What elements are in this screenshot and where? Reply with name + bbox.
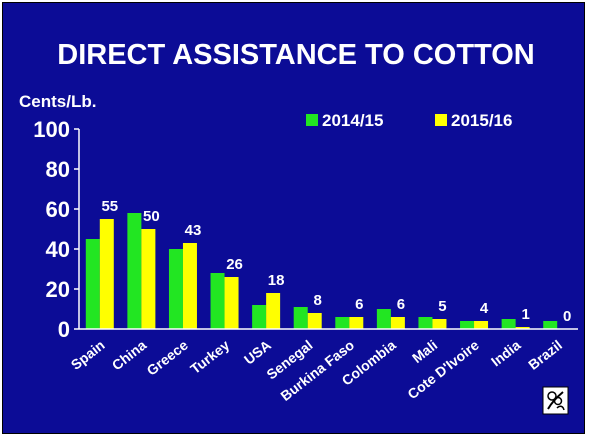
y-tick-label: 80 <box>46 157 70 182</box>
bars <box>85 213 558 329</box>
bar-2014-15-cote-d-ivoire <box>460 321 475 329</box>
x-tick-label: USA <box>241 337 274 368</box>
bar-2015-16-turkey <box>224 277 239 329</box>
data-label: 0 <box>563 308 571 325</box>
x-tick-label: Mali <box>409 337 440 366</box>
bar-2014-15-turkey <box>210 273 225 329</box>
data-label: 26 <box>226 256 243 273</box>
data-label: 8 <box>314 292 322 309</box>
x-tick-label: Cote D'Ivoire <box>404 337 482 403</box>
y-axis-label: Cents/Lb. <box>19 92 96 111</box>
x-tick-label: Spain <box>68 337 108 373</box>
bar-2015-16-spain <box>99 219 114 329</box>
data-label: 55 <box>101 198 118 215</box>
bar-2015-16-china <box>141 229 156 329</box>
data-label: 6 <box>397 296 405 313</box>
bar-2015-16-colombia <box>390 317 405 329</box>
bar-2015-16-senegal <box>307 313 322 329</box>
x-tick-label: India <box>488 337 524 370</box>
x-tick-label: Greece <box>144 337 191 379</box>
x-tick-label: China <box>109 337 150 374</box>
legend-swatch <box>435 114 447 126</box>
bar-2014-15-mali <box>418 317 433 329</box>
y-axis-ticks: 0 20 40 60 80 100 <box>33 117 79 342</box>
chart-title: DIRECT ASSISTANCE TO COTTON <box>57 39 534 71</box>
data-labels: 55 50 43 26 18 8 6 6 5 4 1 0 <box>101 198 571 325</box>
y-tick-label: 100 <box>33 117 70 142</box>
bar-2014-15-senegal <box>293 307 308 329</box>
bar-2015-16-india <box>515 327 530 329</box>
data-label: 4 <box>480 300 489 317</box>
bar-2015-16-greece <box>182 243 197 329</box>
bar-2014-15-spain <box>85 239 100 329</box>
data-label: 43 <box>185 222 202 239</box>
bar-2015-16-burkina-faso <box>349 317 364 329</box>
data-label: 50 <box>143 208 160 225</box>
legend-swatch <box>306 114 318 126</box>
bar-2015-16-usa <box>266 293 281 329</box>
y-tick-label: 40 <box>46 237 70 262</box>
x-tick-label: Turkey <box>187 337 232 377</box>
bar-2014-15-greece <box>168 249 183 329</box>
legend-label: 2014/15 <box>322 111 383 130</box>
y-tick-label: 60 <box>46 197 70 222</box>
x-tick-label: Brazil <box>525 337 565 373</box>
bar-2014-15-brazil <box>543 321 558 329</box>
legend-label: 2015/16 <box>451 111 512 130</box>
legend: 2014/15 2015/16 <box>306 111 512 130</box>
bar-2014-15-usa <box>252 305 267 329</box>
slide-background: DIRECT ASSISTANCE TO COTTON Cents/Lb. 20… <box>2 2 585 434</box>
cotton-boll-icon <box>542 386 569 415</box>
chart: DIRECT ASSISTANCE TO COTTON Cents/Lb. 20… <box>19 39 578 415</box>
data-label: 1 <box>521 306 529 323</box>
bar-2014-15-burkina-faso <box>335 317 350 329</box>
data-label: 5 <box>438 298 446 315</box>
bar-2015-16-cote-d-ivoire <box>474 321 489 329</box>
data-label: 18 <box>268 272 285 289</box>
bar-2014-15-india <box>501 319 516 329</box>
y-tick-label: 20 <box>46 277 70 302</box>
data-label: 6 <box>355 296 363 313</box>
bar-2014-15-china <box>127 213 142 329</box>
bar-2014-15-colombia <box>376 309 391 329</box>
bar-2015-16-mali <box>432 319 447 329</box>
y-tick-label: 0 <box>58 317 70 342</box>
